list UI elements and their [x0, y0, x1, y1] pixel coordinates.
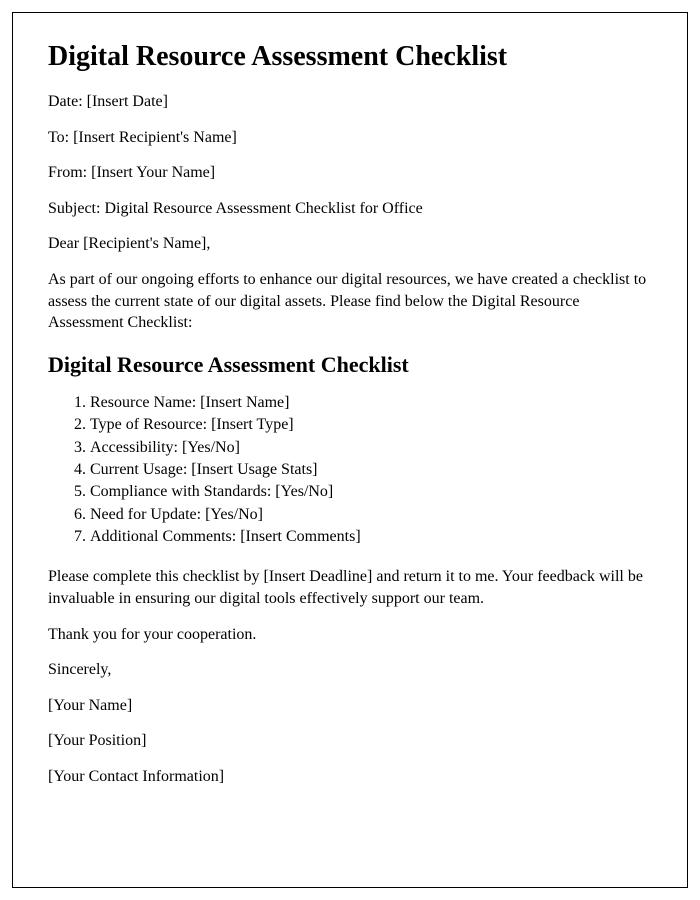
- signoff: Sincerely,: [48, 659, 652, 681]
- subject-line: Subject: Digital Resource Assessment Che…: [48, 198, 652, 220]
- from-line: From: [Insert Your Name]: [48, 162, 652, 184]
- checklist: Resource Name: [Insert Name] Type of Res…: [90, 392, 652, 549]
- signature-name: [Your Name]: [48, 695, 652, 717]
- list-item: Compliance with Standards: [Yes/No]: [90, 481, 652, 503]
- to-line: To: [Insert Recipient's Name]: [48, 127, 652, 149]
- list-item: Type of Resource: [Insert Type]: [90, 414, 652, 436]
- intro-paragraph: As part of our ongoing efforts to enhanc…: [48, 269, 652, 334]
- list-item: Resource Name: [Insert Name]: [90, 392, 652, 414]
- signature-contact: [Your Contact Information]: [48, 766, 652, 788]
- list-item: Need for Update: [Yes/No]: [90, 504, 652, 526]
- list-item: Current Usage: [Insert Usage Stats]: [90, 459, 652, 481]
- thanks-line: Thank you for your cooperation.: [48, 624, 652, 646]
- salutation: Dear [Recipient's Name],: [48, 233, 652, 255]
- signature-position: [Your Position]: [48, 730, 652, 752]
- date-line: Date: [Insert Date]: [48, 91, 652, 113]
- document-container: Digital Resource Assessment Checklist Da…: [12, 12, 688, 888]
- checklist-heading: Digital Resource Assessment Checklist: [48, 352, 652, 378]
- closing-paragraph: Please complete this checklist by [Inser…: [48, 566, 652, 609]
- list-item: Additional Comments: [Insert Comments]: [90, 526, 652, 548]
- page-title: Digital Resource Assessment Checklist: [48, 41, 652, 73]
- list-item: Accessibility: [Yes/No]: [90, 437, 652, 459]
